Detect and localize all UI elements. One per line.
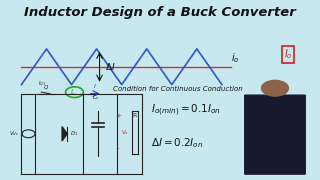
Text: $I_{Q1}$: $I_{Q1}$ <box>38 80 46 89</box>
Text: R: R <box>133 113 137 118</box>
FancyBboxPatch shape <box>244 94 306 175</box>
Text: Inductor Design of a Buck Converter: Inductor Design of a Buck Converter <box>24 6 296 19</box>
Text: $I_o$: $I_o$ <box>284 47 292 61</box>
Text: $C_o$: $C_o$ <box>92 93 100 102</box>
Text: $D_1$: $D_1$ <box>70 129 78 138</box>
Text: $i_o$: $i_o$ <box>231 51 239 65</box>
Circle shape <box>261 80 289 97</box>
Text: $I$: $I$ <box>93 82 97 90</box>
Text: $L$: $L$ <box>70 87 76 96</box>
Text: $I_{o(min)} = 0.1I_{on}$: $I_{o(min)} = 0.1I_{on}$ <box>151 102 221 118</box>
Text: Condition for Continuous Conduction: Condition for Continuous Conduction <box>113 86 243 92</box>
Text: $V_{dc}$: $V_{dc}$ <box>9 129 19 138</box>
Polygon shape <box>62 127 67 141</box>
Text: $V_o$: $V_o$ <box>121 128 129 137</box>
Text: -: - <box>117 145 119 151</box>
Text: $\Delta I = 0.2I_{on}$: $\Delta I = 0.2I_{on}$ <box>151 136 204 150</box>
Text: +: + <box>115 113 121 119</box>
Text: $\Delta I$: $\Delta I$ <box>105 61 116 72</box>
Text: $Q$: $Q$ <box>44 83 50 91</box>
